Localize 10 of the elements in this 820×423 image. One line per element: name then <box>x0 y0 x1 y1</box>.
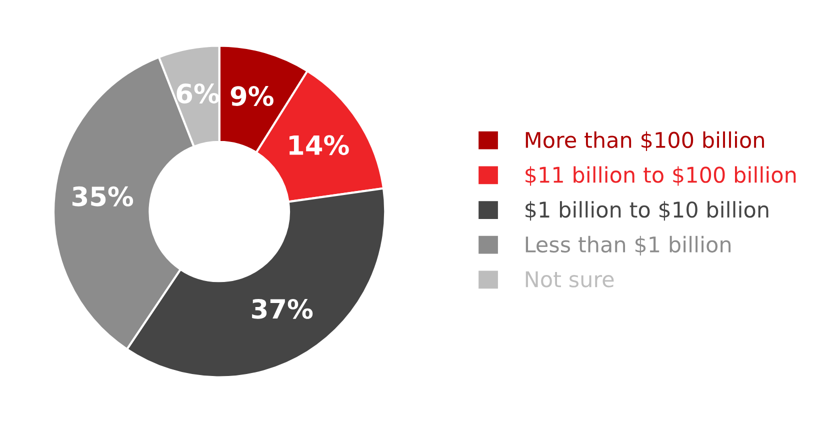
legend-label: Not sure <box>526 271 614 288</box>
data-label: 9% <box>230 86 274 106</box>
legend-label: $11 billion to $100 billion <box>526 166 796 186</box>
data-label: 14% <box>290 135 349 156</box>
data-label: 6% <box>176 84 220 104</box>
legend-label: Less than $1 billion <box>526 236 730 256</box>
legend-label: More than $100 billion <box>526 131 764 151</box>
legend-label: $1 billion to $10 billion <box>526 201 768 221</box>
data-label: 37% <box>252 298 313 319</box>
data-label: 35% <box>72 186 134 206</box>
